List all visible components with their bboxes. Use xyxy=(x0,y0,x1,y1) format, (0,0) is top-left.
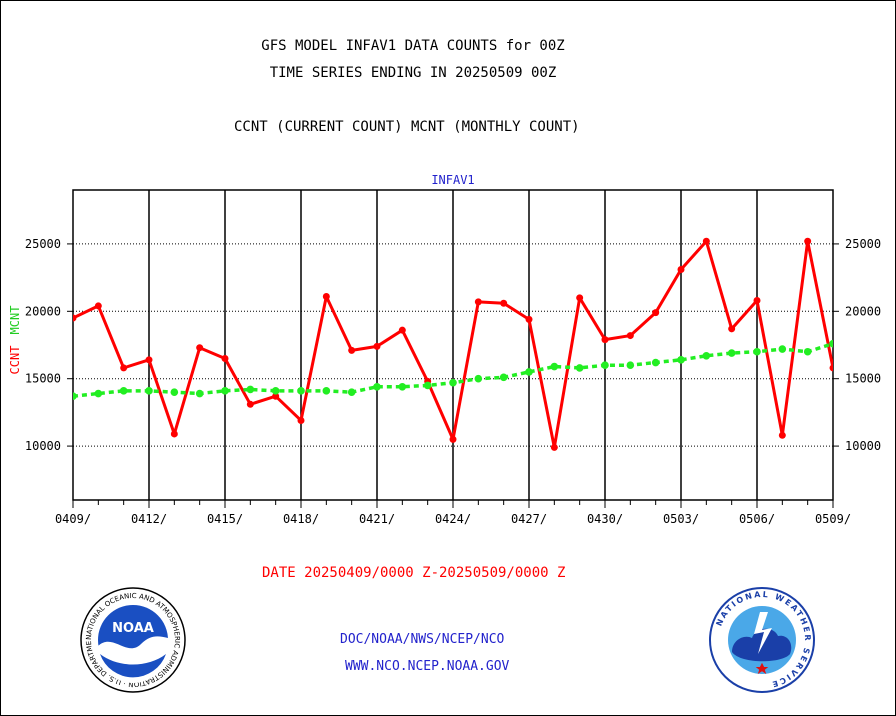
ccnt-data-point xyxy=(525,315,533,323)
ccnt-data-point xyxy=(398,326,406,334)
mcnt-data-point xyxy=(626,361,635,370)
x-tick-label: 0503/ xyxy=(663,512,699,526)
ccnt-data-point xyxy=(196,344,204,352)
ccnt-data-point xyxy=(297,416,305,424)
ccnt-data-point xyxy=(373,342,381,350)
ccnt-data-point xyxy=(728,325,736,333)
ccnt-data-point xyxy=(677,266,685,274)
mcnt-data-point xyxy=(322,387,331,395)
mcnt-data-point xyxy=(195,389,204,398)
x-tick-label: 0412/ xyxy=(131,512,167,526)
ccnt-data-point xyxy=(829,364,833,372)
y-tick-label-right: 20000 xyxy=(845,304,881,318)
y-tick-label-right: 25000 xyxy=(845,237,881,251)
y-tick-label-right: 10000 xyxy=(845,439,881,453)
mcnt-data-point xyxy=(778,345,787,353)
ccnt-data-point xyxy=(474,298,482,306)
ccnt-data-point xyxy=(170,430,178,438)
mcnt-data-point xyxy=(246,385,255,394)
mcnt-data-point xyxy=(119,387,128,395)
y-tick-label-left: 15000 xyxy=(25,372,61,386)
plot-series-group xyxy=(73,237,833,451)
ccnt-data-point xyxy=(804,237,812,245)
mcnt-data-point xyxy=(702,351,711,360)
mcnt-data-point xyxy=(94,389,103,398)
x-tick-label: 0427/ xyxy=(511,512,547,526)
mcnt-data-point xyxy=(727,349,736,357)
mcnt-data-point xyxy=(398,382,407,391)
mcnt-data-point xyxy=(271,387,280,395)
x-tick-label: 0424/ xyxy=(435,512,471,526)
ccnt-data-point xyxy=(221,354,229,362)
chart-heading-line2: TIME SERIES ENDING IN 20250509 00Z xyxy=(269,65,557,81)
mcnt-data-point xyxy=(803,347,812,356)
ccnt-data-point xyxy=(652,309,660,317)
y-tick-label-left: 25000 xyxy=(25,237,61,251)
ccnt-data-point xyxy=(322,292,330,300)
mcnt-data-point xyxy=(221,387,229,395)
noaa-water-shape xyxy=(100,654,166,678)
chart-title: INFAV1 xyxy=(431,173,474,187)
y-axis-label-ccnt: CCNT xyxy=(8,346,22,375)
x-tick-label: 0430/ xyxy=(587,512,623,526)
chart-heading-line1: GFS MODEL INFAV1 DATA COUNTS for 00Z xyxy=(261,38,565,54)
ccnt-data-point xyxy=(94,302,102,310)
nws-logo: NATIONAL WEATHER SERVICE xyxy=(709,587,815,693)
ccnt-data-point xyxy=(449,435,457,443)
ccnt-data-point xyxy=(576,294,584,302)
date-range-caption: DATE 20250409/0000 Z-20250509/0000 Z xyxy=(262,565,566,581)
ccnt-data-point xyxy=(73,314,77,322)
y-axis-label-mcnt: MCNT xyxy=(8,306,22,335)
ccnt-data-point xyxy=(120,364,128,372)
x-tick-label: 0421/ xyxy=(359,512,395,526)
mcnt-data-point xyxy=(145,387,153,395)
y-tick-label-left: 20000 xyxy=(25,304,61,318)
mcnt-data-point xyxy=(449,378,457,387)
organization-path: DOC/NOAA/NWS/NCEP/NCO xyxy=(340,632,505,647)
mcnt-data-point xyxy=(373,382,381,391)
mcnt-data-point xyxy=(601,361,609,370)
mcnt-data-point xyxy=(677,356,685,364)
ccnt-data-point xyxy=(500,299,508,307)
ccnt-data-point xyxy=(753,297,761,305)
noaa-logo: NATIONAL OCEANIC AND ATMOSPHERIC ADMINIS… xyxy=(80,587,186,693)
mcnt-data-point xyxy=(575,364,584,372)
website-url: WWW.NCO.NCEP.NOAA.GOV xyxy=(345,659,510,674)
nws-star-icon xyxy=(755,662,769,674)
ccnt-data-point xyxy=(348,346,356,354)
ccnt-data-point xyxy=(601,336,609,344)
x-tick-label: 0506/ xyxy=(739,512,775,526)
ccnt-data-point xyxy=(778,431,786,439)
nws-lightning-shape xyxy=(754,612,772,654)
ccnt-data-point xyxy=(246,400,254,408)
x-tick-label: 0409/ xyxy=(55,512,91,526)
y-axis-label-group: CCNT MCNT xyxy=(8,306,22,375)
series-legend-text: CCNT (CURRENT COUNT) MCNT (MONTHLY COUNT… xyxy=(234,119,580,135)
x-tick-label: 0418/ xyxy=(283,512,319,526)
ccnt-data-point xyxy=(550,443,558,451)
mcnt-data-point xyxy=(347,388,356,396)
ccnt-data-point xyxy=(272,392,280,400)
mcnt-data-point xyxy=(499,373,508,382)
mcnt-data-point xyxy=(170,388,179,396)
mcnt-data-point xyxy=(297,387,305,395)
x-tick-label: 0509/ xyxy=(815,512,851,526)
y-tick-label-left: 10000 xyxy=(25,439,61,453)
mcnt-data-point xyxy=(829,339,833,348)
mcnt-data-point xyxy=(423,381,432,390)
mcnt-data-point xyxy=(753,347,761,356)
mcnt-data-point xyxy=(651,358,660,367)
ccnt-data-point xyxy=(145,356,153,364)
x-tick-label: 0415/ xyxy=(207,512,243,526)
mcnt-data-point xyxy=(550,362,559,371)
mcnt-data-point xyxy=(73,392,77,401)
mcnt-data-point xyxy=(525,368,533,376)
mcnt-data-point xyxy=(474,374,483,383)
ccnt-data-point xyxy=(702,237,710,245)
noaa-logo-text: NOAA xyxy=(112,621,154,636)
y-tick-label-right: 15000 xyxy=(845,372,881,386)
ccnt-data-point xyxy=(626,332,634,340)
